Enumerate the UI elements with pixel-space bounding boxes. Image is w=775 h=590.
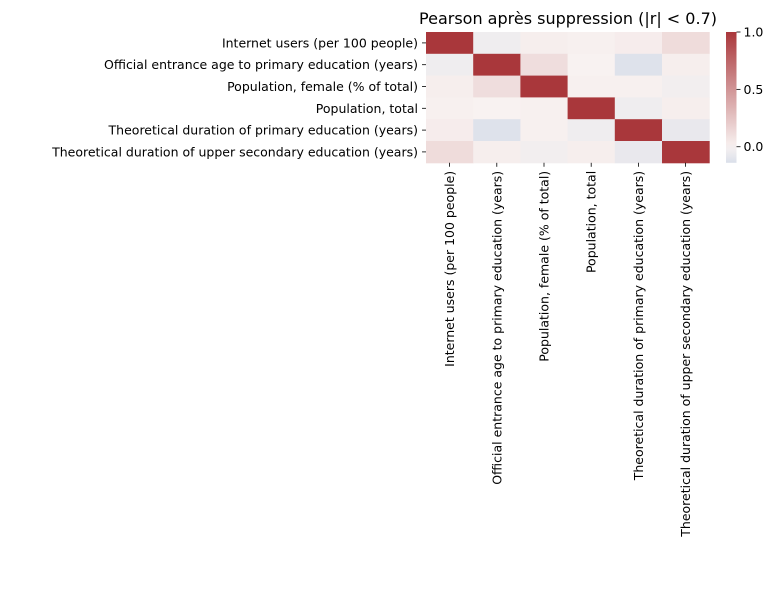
heatmap-cell bbox=[520, 53, 569, 77]
colorbar-gradient bbox=[726, 32, 737, 163]
column-labels: Internet users (per 100 people) Official … bbox=[442, 162, 693, 538]
heatmap-cell bbox=[426, 119, 474, 142]
heatmap-cell bbox=[567, 119, 616, 142]
heatmap-cell bbox=[567, 32, 616, 55]
heatmap-cell bbox=[520, 32, 569, 55]
heatmap-cell bbox=[662, 53, 710, 77]
heatmap-cells bbox=[426, 32, 710, 164]
heatmap-cell bbox=[567, 97, 616, 120]
heatmap-cell bbox=[614, 97, 663, 120]
heatmap-cell bbox=[662, 75, 710, 98]
heatmap-cell bbox=[426, 32, 474, 55]
heatmap-cell bbox=[662, 97, 710, 120]
heatmap-cell bbox=[520, 119, 569, 142]
column-label: Internet users (per 100 people) bbox=[442, 171, 457, 367]
heatmap-cell bbox=[662, 32, 710, 55]
column-label: Theoretical duration of primary educatio… bbox=[631, 171, 646, 481]
heatmap-cell bbox=[520, 75, 569, 98]
row-label: Official entrance age to primary educati… bbox=[104, 57, 418, 72]
heatmap-cell bbox=[473, 53, 521, 77]
heatmap-cell bbox=[473, 32, 521, 55]
colorbar-tick-label: 0.5 bbox=[744, 82, 764, 97]
row-label: Internet users (per 100 people) bbox=[222, 35, 418, 50]
heatmap-cell bbox=[614, 75, 663, 98]
heatmap-cell bbox=[473, 97, 521, 120]
colorbar-tick-label: 0.0 bbox=[744, 139, 764, 154]
column-label: Theoretical duration of upper secondary … bbox=[678, 171, 693, 538]
row-labels: Internet users (per 100 people) Official … bbox=[51, 35, 426, 159]
column-label: Official entrance age to primary educati… bbox=[489, 171, 504, 485]
column-label: Population, total bbox=[584, 171, 599, 273]
heatmap-cell bbox=[473, 119, 521, 142]
heatmap-cell bbox=[473, 75, 521, 98]
row-label: Theoretical duration of upper secondary … bbox=[51, 144, 418, 159]
row-label: Theoretical duration of primary educatio… bbox=[108, 123, 418, 138]
heatmap-cell bbox=[426, 97, 474, 120]
row-label: Population, total bbox=[316, 101, 418, 116]
heatmap-cell bbox=[614, 141, 663, 164]
heatmap-cell bbox=[614, 32, 663, 55]
colorbar: 1.0 0.5 0.0 bbox=[726, 25, 763, 163]
heatmap-cell bbox=[614, 119, 663, 142]
heatmap-cell bbox=[520, 141, 569, 164]
heatmap-cell bbox=[426, 75, 474, 98]
heatmap-cell bbox=[567, 53, 616, 77]
heatmap-cell bbox=[662, 141, 710, 164]
heatmap-cell bbox=[520, 97, 569, 120]
heatmap-cell bbox=[567, 141, 616, 164]
heatmap-cell bbox=[473, 141, 521, 164]
heatmap-cell bbox=[426, 53, 474, 77]
row-label: Population, female (% of total) bbox=[227, 79, 418, 94]
column-label: Population, female (% of total) bbox=[537, 171, 552, 362]
chart-title: Pearson après suppression (|r| < 0.7) bbox=[419, 9, 717, 28]
heatmap-cell bbox=[662, 119, 710, 142]
heatmap-cell bbox=[567, 75, 616, 98]
heatmap-cell bbox=[426, 141, 474, 164]
heatmap-cell bbox=[614, 53, 663, 77]
colorbar-tick-label: 1.0 bbox=[744, 25, 764, 40]
